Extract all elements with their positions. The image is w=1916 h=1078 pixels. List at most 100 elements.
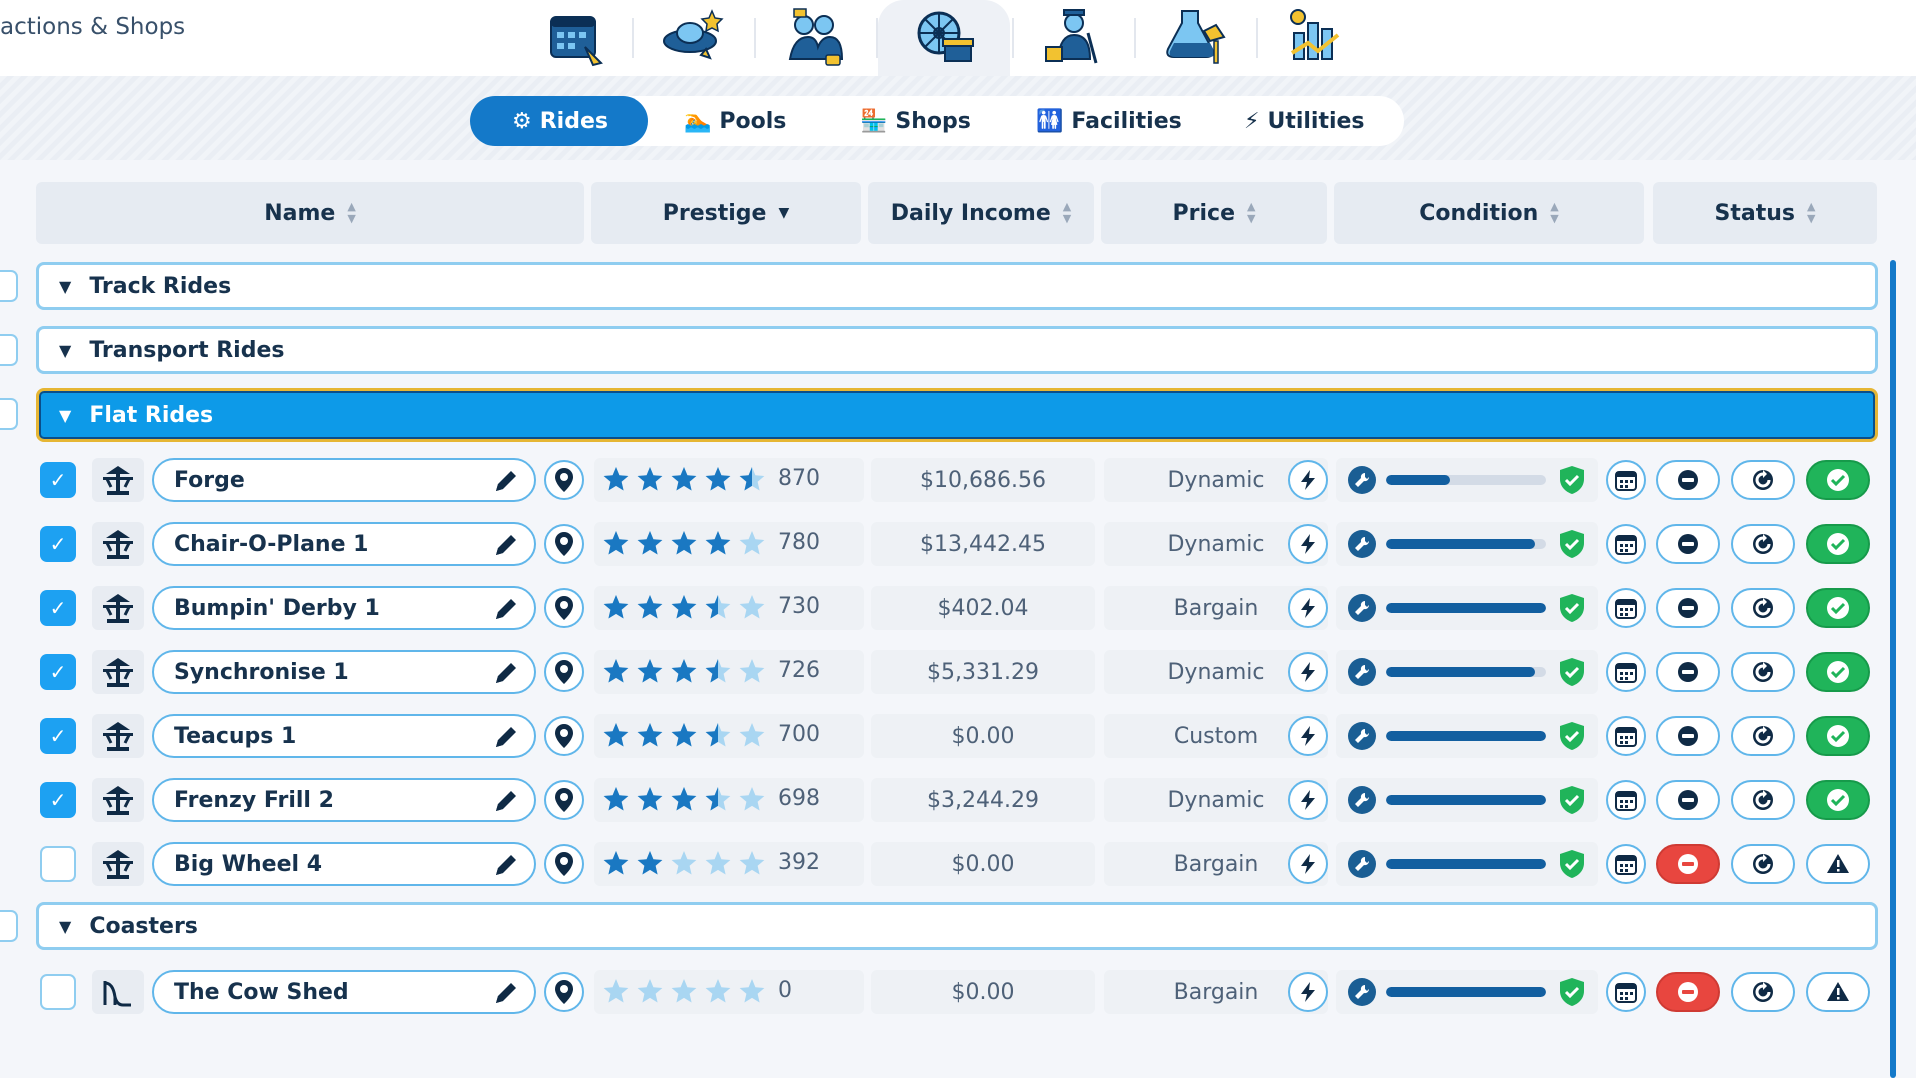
schedule-button[interactable] [1606,460,1646,500]
group-checkbox-stub[interactable] [0,910,18,942]
tab-shops[interactable]: 🏪 Shops [860,108,971,134]
tab-rides[interactable]: ⚙ Rides [470,96,648,146]
category-tab-calendar[interactable] [517,0,635,76]
wrench-icon[interactable] [1348,786,1376,814]
wrench-icon[interactable] [1348,658,1376,686]
status-button[interactable] [1806,652,1870,692]
pencil-icon[interactable] [492,979,520,1007]
status-button[interactable] [1806,524,1870,564]
ride-checkbox[interactable]: ✓ [40,526,76,562]
boost-button[interactable] [1288,716,1328,756]
ride-name-field[interactable]: Teacups 1 [152,714,536,758]
pencil-icon[interactable] [492,531,520,559]
group-checkbox-stub[interactable] [0,334,18,366]
ride-name-field[interactable]: Frenzy Frill 2 [152,778,536,822]
close-ride-button[interactable] [1656,588,1720,628]
locate-button[interactable] [544,460,584,500]
category-tab-ufo[interactable] [634,0,752,76]
status-button[interactable] [1806,780,1870,820]
group-track-rides[interactable]: ▼ Track Rides [36,262,1878,310]
status-button[interactable] [1806,460,1870,500]
test-ride-button[interactable] [1731,524,1795,564]
close-ride-button[interactable] [1656,460,1720,500]
pencil-icon[interactable] [492,723,520,751]
tab-pools[interactable]: 🏊 Pools [684,108,787,134]
schedule-button[interactable] [1606,652,1646,692]
group-transport-rides[interactable]: ▼ Transport Rides [36,326,1878,374]
group-checkbox-stub[interactable] [0,270,18,302]
test-ride-button[interactable] [1731,716,1795,756]
tab-facilities[interactable]: 🚻 Facilities [1036,108,1182,134]
ride-checkbox[interactable]: ✓ [40,654,76,690]
locate-button[interactable] [544,716,584,756]
status-button[interactable] [1806,588,1870,628]
ride-name-field[interactable]: Forge [152,458,536,502]
schedule-button[interactable] [1606,780,1646,820]
locate-button[interactable] [544,780,584,820]
pencil-icon[interactable] [492,659,520,687]
close-ride-button[interactable] [1656,972,1720,1012]
category-tab-research[interactable] [1136,0,1254,76]
group-checkbox-stub[interactable] [0,398,18,430]
boost-button[interactable] [1288,844,1328,884]
boost-button[interactable] [1288,972,1328,1012]
ride-name-field[interactable]: Synchronise 1 [152,650,536,694]
pencil-icon[interactable] [492,787,520,815]
ride-name-field[interactable]: Bumpin' Derby 1 [152,586,536,630]
locate-button[interactable] [544,524,584,564]
wrench-icon[interactable] [1348,722,1376,750]
ride-checkbox[interactable]: ✓ [40,782,76,818]
close-ride-button[interactable] [1656,780,1720,820]
category-tab-janitor[interactable] [1014,0,1132,76]
ride-checkbox[interactable]: ✓ [40,462,76,498]
test-ride-button[interactable] [1731,972,1795,1012]
wrench-icon[interactable] [1348,466,1376,494]
schedule-button[interactable] [1606,588,1646,628]
boost-button[interactable] [1288,460,1328,500]
boost-button[interactable] [1288,652,1328,692]
pencil-icon[interactable] [492,595,520,623]
ride-checkbox[interactable]: ✓ [40,590,76,626]
ride-checkbox[interactable] [40,974,76,1010]
schedule-button[interactable] [1606,972,1646,1012]
category-tab-finance[interactable] [1258,0,1376,76]
category-tab-attractions[interactable] [878,0,1010,76]
close-ride-button[interactable] [1656,716,1720,756]
test-ride-button[interactable] [1731,780,1795,820]
column-header-daily-income[interactable]: Daily Income ▲ ▼ [868,182,1094,244]
column-header-name[interactable]: Name ▲ ▼ [36,182,584,244]
column-header-price[interactable]: Price ▲ ▼ [1101,182,1327,244]
group-coasters[interactable]: ▼ Coasters [36,902,1878,950]
boost-button[interactable] [1288,524,1328,564]
status-button[interactable] [1806,844,1870,884]
test-ride-button[interactable] [1731,844,1795,884]
status-button[interactable] [1806,716,1870,756]
boost-button[interactable] [1288,780,1328,820]
close-ride-button[interactable] [1656,652,1720,692]
scrollbar[interactable] [1890,260,1896,1078]
close-ride-button[interactable] [1656,524,1720,564]
schedule-button[interactable] [1606,524,1646,564]
boost-button[interactable] [1288,588,1328,628]
column-header-condition[interactable]: Condition ▲ ▼ [1334,182,1644,244]
schedule-button[interactable] [1606,844,1646,884]
status-button[interactable] [1806,972,1870,1012]
wrench-icon[interactable] [1348,850,1376,878]
test-ride-button[interactable] [1731,652,1795,692]
test-ride-button[interactable] [1731,460,1795,500]
wrench-icon[interactable] [1348,530,1376,558]
close-ride-button[interactable] [1656,844,1720,884]
column-header-status[interactable]: Status ▲ ▼ [1653,182,1877,244]
ride-name-field[interactable]: Chair-O-Plane 1 [152,522,536,566]
ride-name-field[interactable]: The Cow Shed [152,970,536,1014]
group-flat-rides[interactable]: ▼ Flat Rides [36,388,1878,442]
column-header-prestige[interactable]: Prestige ▼ [591,182,861,244]
locate-button[interactable] [544,652,584,692]
ride-checkbox[interactable] [40,846,76,882]
category-tab-staff[interactable] [756,0,874,76]
pencil-icon[interactable] [492,851,520,879]
test-ride-button[interactable] [1731,588,1795,628]
pencil-icon[interactable] [492,467,520,495]
locate-button[interactable] [544,588,584,628]
schedule-button[interactable] [1606,716,1646,756]
